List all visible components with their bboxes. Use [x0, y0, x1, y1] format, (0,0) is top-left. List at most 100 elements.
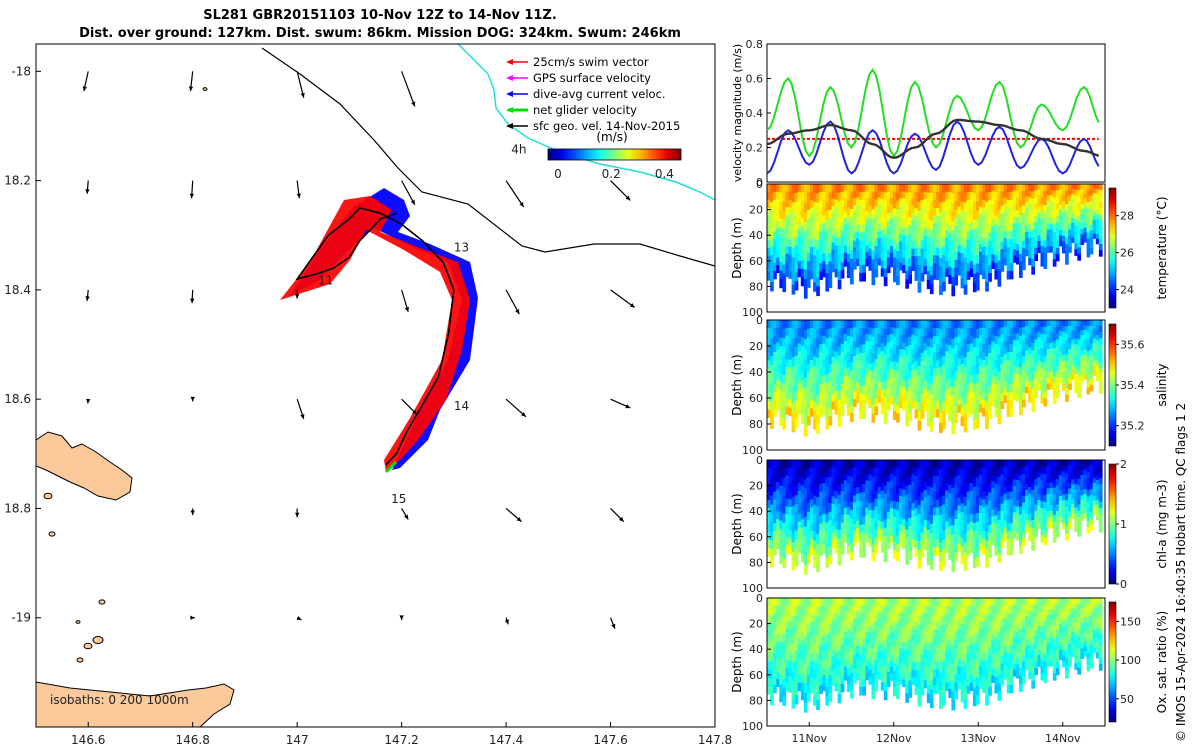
section-cell — [957, 389, 962, 398]
section-cell — [819, 475, 823, 485]
section-cell — [969, 506, 974, 515]
section-cell — [1046, 206, 1051, 213]
section-cell — [794, 184, 799, 194]
section-cell — [868, 371, 873, 379]
section-cell — [926, 244, 931, 255]
section-cell — [1015, 526, 1020, 534]
section-cell — [1092, 478, 1097, 484]
section-cell — [825, 477, 830, 488]
section-cell — [800, 243, 805, 253]
section-cell — [853, 399, 857, 407]
section-cell — [905, 494, 909, 504]
section-ytick-label: 80 — [749, 418, 763, 431]
velocity-series-1 — [766, 120, 1100, 175]
section-cell — [988, 224, 992, 234]
section-cell — [951, 607, 956, 618]
section-cell — [822, 598, 826, 607]
section-cell — [856, 604, 860, 613]
section-cell — [1095, 193, 1100, 200]
section-cell — [1037, 246, 1042, 254]
section-cell — [902, 541, 906, 550]
section-cell — [846, 351, 851, 361]
section-cell — [1000, 371, 1005, 380]
section-cell — [1058, 235, 1063, 242]
section-cell — [886, 467, 891, 476]
section-cell — [856, 598, 860, 606]
section-cell — [945, 674, 949, 684]
section-cell — [942, 513, 946, 523]
section-cell — [902, 598, 906, 606]
section-cell — [1019, 327, 1023, 337]
section-cell — [966, 515, 971, 525]
section-cell — [1025, 338, 1029, 345]
section-cell — [942, 329, 946, 339]
section-cell — [936, 408, 940, 418]
section-cell — [785, 390, 790, 399]
section-cell — [862, 240, 866, 250]
section-cell — [1065, 237, 1069, 245]
section-cell — [1058, 485, 1063, 492]
section-cell — [1083, 493, 1088, 500]
section-cell — [791, 248, 796, 258]
section-cell — [1086, 332, 1091, 340]
section-cell — [975, 201, 980, 212]
section-cell — [1025, 201, 1029, 209]
section-cell — [1009, 184, 1014, 193]
section-cell — [813, 356, 817, 366]
section-cell — [926, 271, 931, 281]
section-cell — [1022, 385, 1026, 393]
section-cell — [834, 230, 839, 239]
section-cell — [865, 494, 869, 502]
section-cell — [951, 286, 956, 297]
vel-ytick-label-1: 0.2 — [746, 142, 764, 155]
section-cell — [963, 338, 968, 349]
section-cell — [1034, 384, 1038, 392]
section-cell — [806, 355, 811, 365]
section-cell — [893, 249, 897, 258]
section-cell — [994, 523, 999, 532]
section-cell — [979, 673, 983, 682]
section-cell — [810, 199, 814, 209]
section-cell — [920, 630, 925, 639]
section-cell — [834, 199, 839, 208]
section-cell — [954, 371, 959, 381]
section-cell — [831, 612, 836, 621]
section-cell — [1019, 406, 1023, 416]
section-cell — [1089, 373, 1094, 380]
section-cell — [822, 506, 826, 515]
section-cell — [800, 234, 805, 244]
island-6 — [202, 87, 208, 91]
section-cell — [893, 638, 897, 648]
section-cell — [865, 340, 869, 349]
section-cell — [908, 542, 912, 552]
section-cell — [917, 184, 922, 194]
section-cell — [893, 476, 897, 485]
section-cell — [1055, 485, 1060, 493]
section-cell — [803, 545, 808, 556]
section-ytick-label: 0 — [756, 314, 763, 327]
section-cell — [1086, 478, 1091, 485]
section-cell — [1040, 333, 1045, 342]
section-cell — [994, 392, 999, 401]
section-cell — [810, 352, 814, 361]
section-cell — [865, 231, 869, 240]
section-cell — [859, 224, 863, 234]
section-cell — [908, 336, 912, 346]
section-cell — [1012, 229, 1017, 237]
section-cell — [868, 263, 873, 271]
section-cell — [767, 678, 771, 687]
section-cell — [951, 525, 956, 535]
section-cell — [1080, 360, 1085, 367]
section-cell — [911, 648, 916, 657]
section-cell — [843, 382, 848, 391]
section-cell — [972, 401, 977, 412]
section-cell — [846, 652, 851, 661]
section-cell — [797, 506, 802, 515]
section-cell — [1095, 223, 1100, 230]
section-cell — [979, 251, 983, 260]
section-cell — [896, 518, 900, 528]
section-cell — [936, 384, 940, 394]
map-colorbar — [547, 148, 682, 161]
section-cell — [1022, 248, 1026, 256]
section-cell — [939, 338, 943, 349]
